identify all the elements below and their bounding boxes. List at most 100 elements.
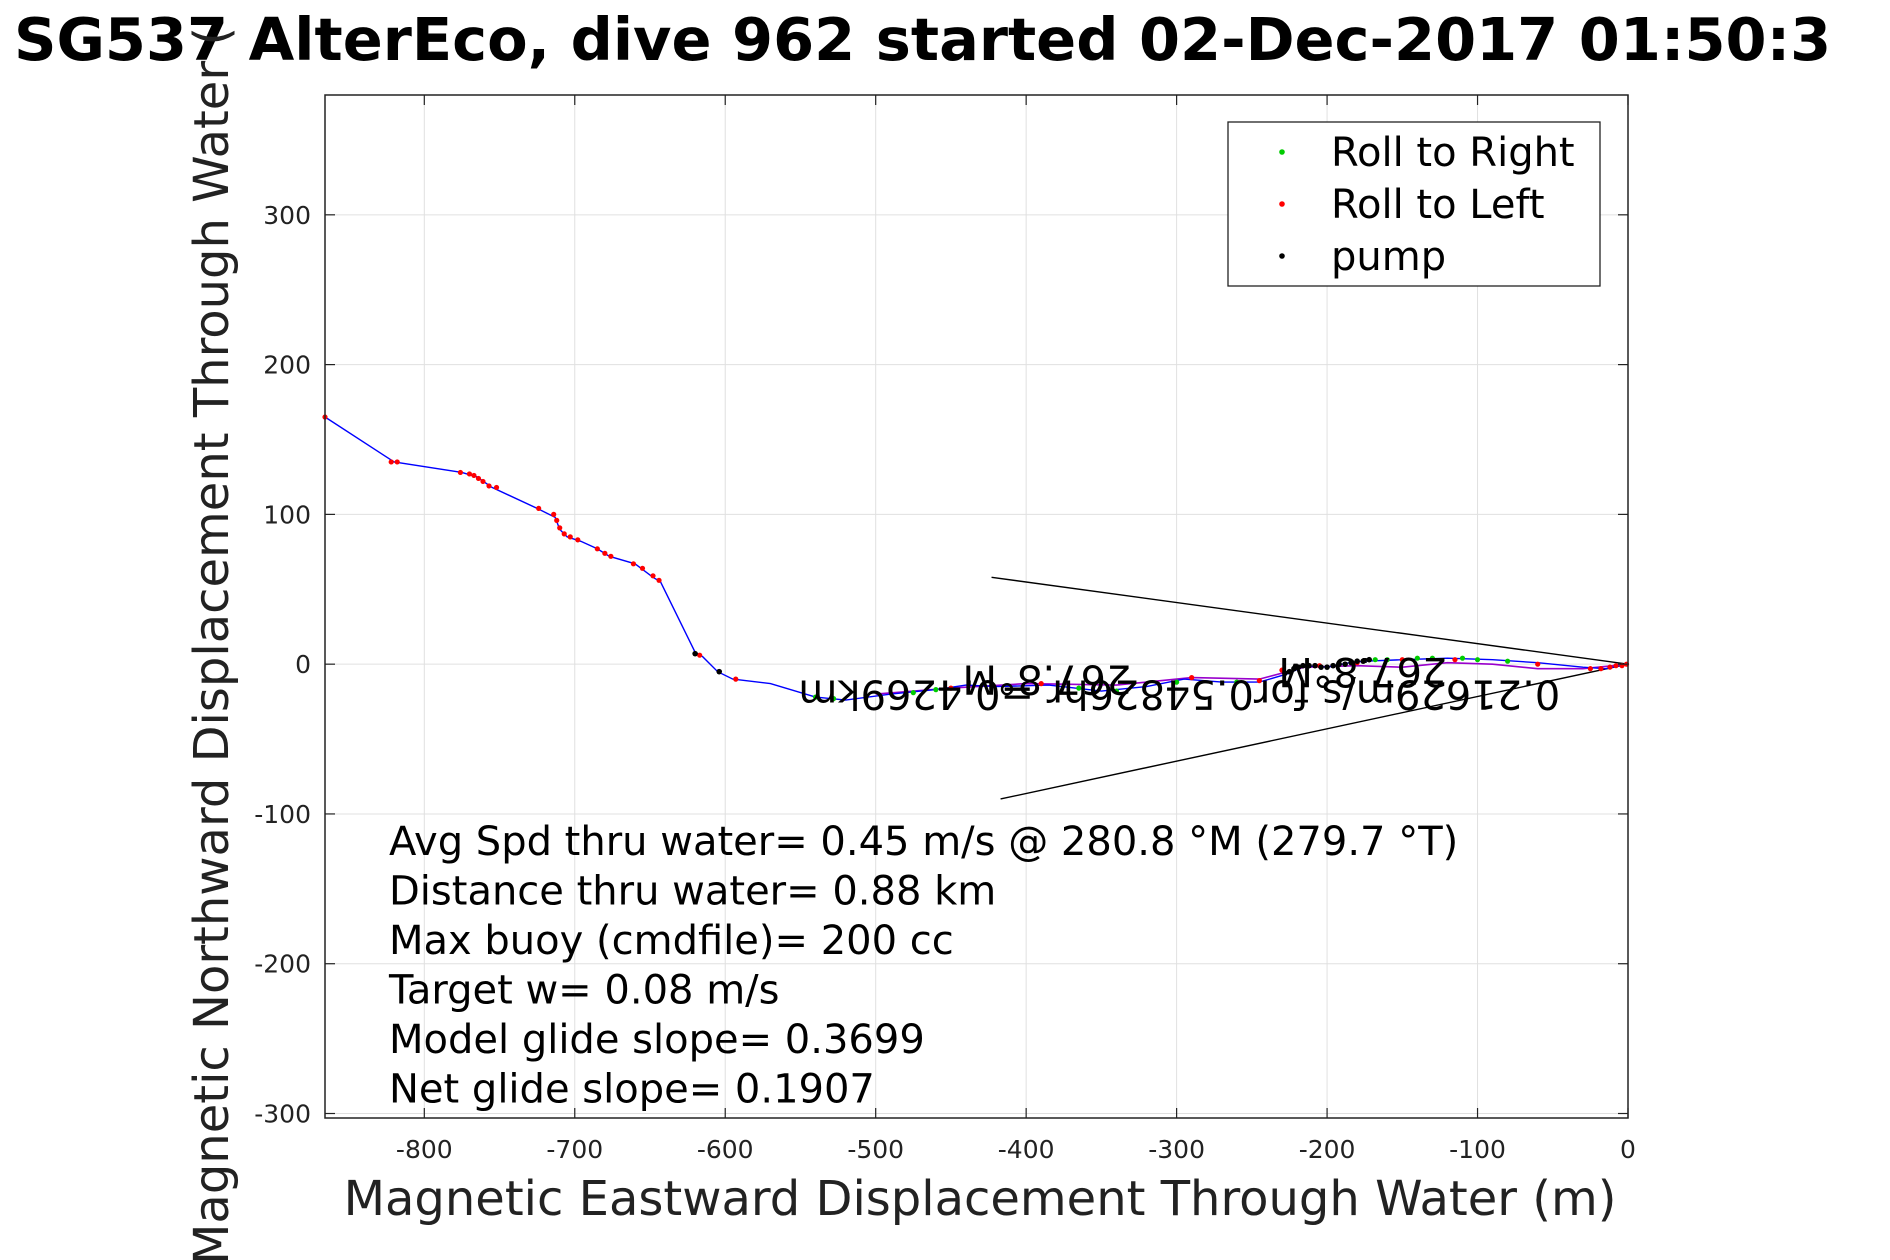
pump-point xyxy=(1360,658,1366,664)
roll-right-point xyxy=(1113,688,1120,694)
heading-annotation: 267.8°M xyxy=(1278,648,1447,694)
y-tick-label: -300 xyxy=(254,1100,311,1129)
y-axis-label: Magnetic Northward Displacement Through … xyxy=(184,27,240,1260)
stat-line: Net glide slope= 0.1907 xyxy=(389,1067,875,1113)
roll-left-point xyxy=(594,546,600,552)
roll-left-point xyxy=(650,573,656,579)
legend-marker xyxy=(1279,253,1285,259)
roll-right-point xyxy=(830,696,837,702)
y-tick-label: 0 xyxy=(295,650,311,679)
x-tick-label: -400 xyxy=(998,1135,1055,1164)
x-tick-label: -700 xyxy=(546,1135,603,1164)
roll-left-point xyxy=(733,676,739,682)
pump-point xyxy=(1324,664,1330,670)
stat-line: Avg Spd thru water= 0.45 m/s @ 280.8 °M … xyxy=(389,819,1458,865)
pump-point xyxy=(1291,665,1297,672)
roll-right-point xyxy=(812,694,819,700)
roll-left-point xyxy=(1452,657,1458,663)
roll-left-point xyxy=(608,553,614,559)
x-tick-label: -200 xyxy=(1299,1135,1356,1164)
roll-left-point xyxy=(1607,664,1613,670)
pump-point xyxy=(1342,661,1348,667)
roll-left-point xyxy=(394,459,400,465)
pump-point xyxy=(1300,662,1306,669)
roll-left-point xyxy=(551,511,557,517)
stats-block: Avg Spd thru water= 0.45 m/s @ 280.8 °M … xyxy=(388,819,1458,1113)
legend-marker xyxy=(1279,149,1285,155)
roll-left-point xyxy=(554,517,560,523)
data-layer: 267.8°M0.21629m/s for0.54826hr =0.4269km… xyxy=(322,414,1630,800)
roll-left-point xyxy=(567,534,573,540)
stat-line: Target w= 0.08 m/s xyxy=(388,968,779,1014)
roll-left-point xyxy=(480,478,486,485)
y-tick-label: -200 xyxy=(254,950,311,979)
roll-left-point xyxy=(471,472,477,479)
y-tick-label: 200 xyxy=(263,351,311,380)
tick-layer: -800 -700 -600 -500 -400 -300 -200 -100 0 -300 -20… xyxy=(254,95,1636,1164)
roll-left-point xyxy=(557,525,563,531)
x-tick-label: 0 xyxy=(1620,1135,1636,1164)
heading-wedge-line xyxy=(1000,663,1629,800)
pump-point xyxy=(1366,656,1373,663)
roll-left-point xyxy=(561,531,567,537)
stat-line: Model glide slope= 0.3699 xyxy=(389,1017,925,1063)
pump-point xyxy=(1282,670,1288,676)
roll-right-point xyxy=(1234,679,1240,685)
grid-layer xyxy=(325,95,1629,1118)
roll-right-point xyxy=(1384,657,1390,663)
pump-point xyxy=(1348,659,1354,666)
roll-left-point xyxy=(630,561,637,567)
roll-right-point xyxy=(933,687,939,693)
roll-left-point xyxy=(1613,663,1619,669)
roll-right-point xyxy=(1372,657,1378,663)
roll-left-point xyxy=(493,484,500,491)
heading-annotation: 267.8°M xyxy=(962,656,1131,702)
pump-point xyxy=(1330,662,1336,669)
x-axis-label: Magnetic Eastward Displacement Through W… xyxy=(344,1171,1617,1227)
chart-title: SG537 AlterEco, dive 962 started 02-Dec-… xyxy=(14,5,1831,74)
roll-right-point xyxy=(1474,657,1481,663)
legend-label: pump xyxy=(1331,234,1446,280)
pump-point xyxy=(716,668,723,675)
legend: Roll to Right Roll to Left pump xyxy=(1227,121,1601,287)
roll-right-point xyxy=(910,690,916,696)
pump-point xyxy=(1336,661,1342,667)
roll-left-point xyxy=(486,483,492,489)
stat-line: Max buoy (cmdfile)= 200 cc xyxy=(389,918,954,964)
legend-label: Roll to Right xyxy=(1331,130,1575,176)
roll-left-point xyxy=(1038,681,1044,687)
roll-left-point xyxy=(575,537,581,543)
x-tick-label: -500 xyxy=(847,1135,904,1164)
pump-point xyxy=(1306,662,1312,669)
roll-right-point xyxy=(1414,655,1420,661)
roll-left-point xyxy=(602,550,608,556)
plot-frame xyxy=(324,94,1629,1119)
roll-left-point xyxy=(1598,666,1604,672)
x-tick-label: -300 xyxy=(1148,1135,1205,1164)
y-tick-label: -100 xyxy=(254,800,311,829)
roll-right-point xyxy=(1076,685,1082,691)
roll-left-point xyxy=(1399,657,1405,663)
roll-right-point xyxy=(1174,679,1180,685)
pump-point xyxy=(692,650,698,657)
heading-wedge-line xyxy=(991,576,1629,665)
heading-annotation: 0.21629m/s for0.54826hr =0.4269km xyxy=(798,671,1560,717)
x-tick-label: -600 xyxy=(697,1135,754,1164)
roll-left-point xyxy=(948,685,954,691)
stat-line: Distance thru water= 0.88 km xyxy=(389,869,996,915)
legend-marker xyxy=(1279,201,1285,207)
pump-point xyxy=(1318,664,1324,670)
roll-left-point xyxy=(536,505,542,511)
roll-left-point xyxy=(457,469,464,476)
roll-right-point xyxy=(1505,658,1511,664)
roll-left-point xyxy=(656,577,662,583)
roll-left-point xyxy=(466,471,473,477)
roll-right-point xyxy=(1429,655,1435,661)
roll-left-point xyxy=(388,459,394,465)
y-tick-label: 300 xyxy=(263,201,311,230)
pump-point xyxy=(1354,658,1360,664)
roll-left-point xyxy=(1256,678,1262,684)
roll-left-point xyxy=(475,475,482,482)
pump-point xyxy=(1312,662,1318,669)
